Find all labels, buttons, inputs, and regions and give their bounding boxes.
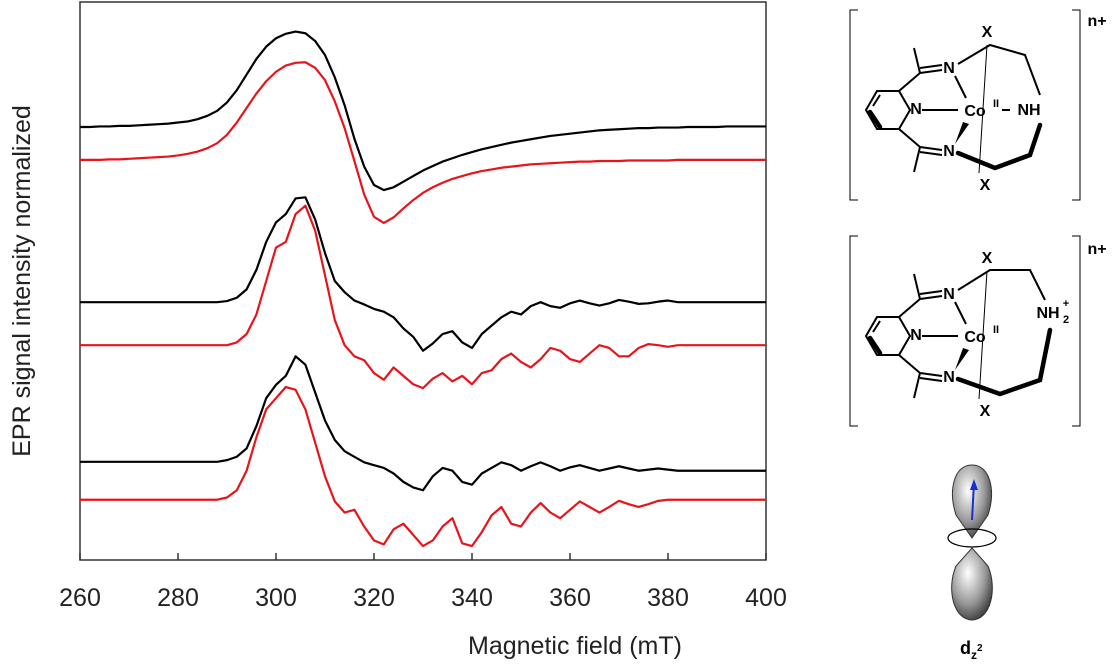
orbital-label: d [960, 638, 971, 658]
atom: II [993, 98, 999, 110]
atom: X [980, 177, 991, 194]
atom: NH [1017, 102, 1040, 119]
x-tick-label: 380 [647, 584, 689, 612]
atom: + [1063, 298, 1069, 310]
x-tick-label: 400 [745, 584, 787, 612]
charge: n+ [1087, 13, 1106, 30]
plot-frame [79, 1, 767, 561]
x-tick-label: 280 [157, 584, 199, 612]
spectrum-line [80, 196, 766, 352]
atom: N [910, 101, 922, 118]
atom: N [943, 369, 955, 386]
x-tick-label: 340 [451, 584, 493, 612]
atom: N [943, 286, 955, 303]
atom: 2 [1063, 314, 1069, 326]
atom: X [980, 403, 991, 420]
orbital-label: dz2 [960, 638, 983, 662]
x-axis-title: Magnetic field (mT) [468, 632, 682, 660]
atom: Co [964, 329, 986, 346]
atom: N [943, 60, 955, 77]
dz2-orbital: dz2 [947, 464, 997, 662]
spectrum-line [80, 61, 766, 225]
structure-1: n+ X N N Co II NH N X [849, 9, 1107, 201]
atom: X [982, 250, 993, 267]
atom: II [993, 324, 999, 336]
spectrum-line [80, 30, 766, 192]
atom: X [982, 24, 993, 41]
atom: N [910, 327, 922, 344]
x-tick-label: 360 [549, 584, 591, 612]
charge: n+ [1087, 241, 1106, 258]
spectrum-line [80, 204, 766, 390]
atom: N [943, 143, 955, 160]
orbital-label: 2 [977, 643, 983, 654]
spectrum-line [80, 385, 766, 548]
y-axis-title: EPR signal intensity normalized [8, 105, 36, 457]
atom: Co [964, 103, 986, 120]
spectrum-line [80, 355, 766, 492]
structure-2: n+ X N N Co II NH 2 + N X [849, 235, 1107, 427]
atom: NH [1036, 305, 1059, 322]
x-tick-label: 320 [353, 584, 395, 612]
x-tick-label: 300 [255, 584, 297, 612]
x-tick-label: 260 [59, 584, 101, 612]
orbital-label: z [971, 648, 977, 662]
